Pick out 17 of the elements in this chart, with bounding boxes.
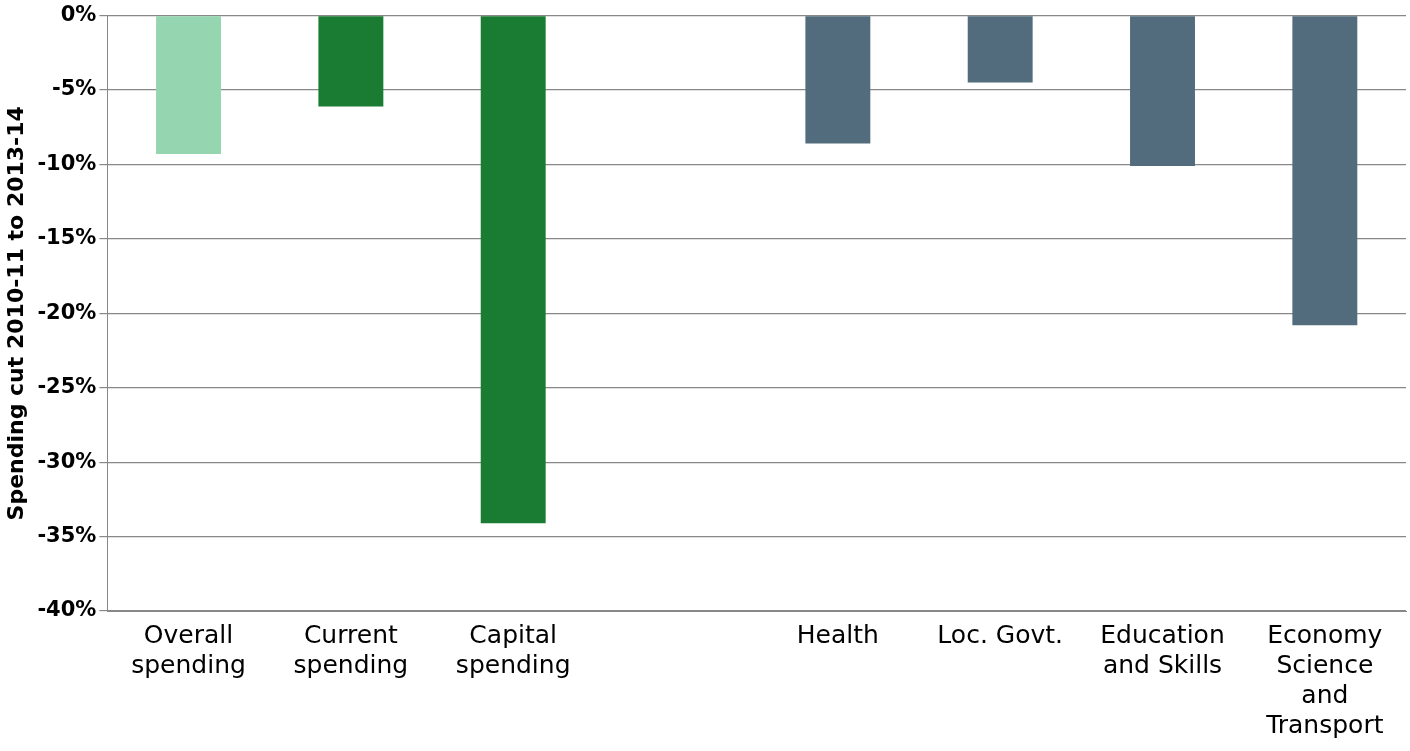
x-tick-label: Economy Science and Transport — [1265, 619, 1384, 739]
y-tick-label: -40% — [37, 597, 97, 622]
y-tick-label: -15% — [37, 225, 97, 250]
x-tick-label: Loc. Govt. — [937, 619, 1063, 649]
y-tick-label: 0% — [60, 2, 97, 27]
y-tick-label: -5% — [52, 76, 97, 101]
x-tick-label: Overall spending — [131, 619, 246, 679]
x-tick-label: Health — [796, 619, 879, 649]
x-tick-label: Current spending — [293, 619, 409, 679]
y-tick-label: -10% — [37, 150, 97, 175]
y-tick-label: -20% — [37, 299, 97, 324]
y-axis-title: Spending cut 2010-11 to 2013-14 — [2, 106, 28, 521]
x-tick-label: Capital spending — [455, 619, 571, 679]
y-tick-label: -25% — [37, 374, 97, 399]
y-tick-label: -35% — [37, 523, 97, 548]
x-tick-label: Education and Skills — [1100, 619, 1225, 679]
y-tick-label: -30% — [37, 448, 97, 473]
